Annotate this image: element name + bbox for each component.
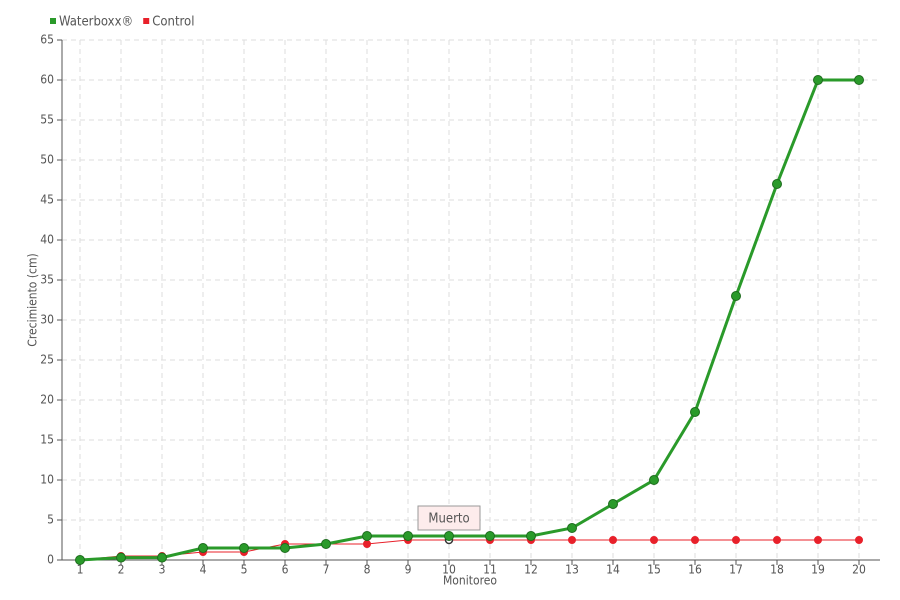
point	[363, 540, 371, 548]
legend-label: Waterboxx®	[59, 15, 133, 30]
point	[732, 536, 740, 544]
x-tick-label: 14	[606, 563, 620, 577]
point	[567, 523, 577, 533]
point	[691, 536, 699, 544]
x-tick-label: 10	[442, 563, 456, 577]
point	[526, 531, 536, 541]
x-tick-label: 19	[811, 563, 825, 577]
series-line	[79, 539, 859, 561]
x-tick-label: 18	[770, 563, 784, 577]
x-tick-label: 15	[647, 563, 661, 577]
series-line	[79, 78, 859, 562]
x-tick-label: 13	[565, 563, 579, 577]
y-tick-label: 20	[40, 393, 54, 407]
point	[813, 75, 823, 85]
point	[75, 555, 85, 565]
annotation-text: Muerto	[428, 512, 469, 527]
y-tick-label: 40	[40, 233, 54, 247]
annotation-box	[417, 505, 481, 531]
point	[280, 543, 290, 553]
y-tick-label: 60	[40, 73, 54, 87]
y-tick-label: 10	[40, 473, 54, 487]
point	[239, 543, 249, 553]
point	[854, 75, 864, 85]
x-axis-label: Monitoreo	[443, 574, 497, 588]
point	[649, 475, 659, 485]
y-tick-label: 30	[40, 313, 54, 327]
y-tick-label: 0	[47, 553, 54, 567]
x-tick-label: 9	[405, 563, 412, 577]
point	[403, 531, 413, 541]
x-tick-label: 7	[323, 563, 330, 577]
y-tick-label: 55	[40, 113, 54, 127]
point	[731, 291, 741, 301]
point	[444, 531, 454, 541]
x-tick-label: 2	[118, 563, 125, 577]
point	[773, 536, 781, 544]
point	[690, 407, 700, 417]
x-tick-label: 1	[77, 563, 84, 577]
point	[116, 552, 126, 563]
point	[485, 531, 495, 541]
legend-label: Control	[152, 15, 194, 30]
point	[157, 552, 167, 563]
y-tick-label: 35	[40, 273, 54, 287]
legend-swatch	[50, 18, 56, 24]
point	[568, 536, 576, 544]
y-tick-label: 65	[40, 33, 54, 47]
point	[609, 536, 617, 544]
y-tick-label: 5	[47, 513, 54, 527]
x-tick-label: 5	[241, 563, 248, 577]
point	[650, 536, 658, 544]
point	[362, 531, 372, 541]
point	[198, 543, 208, 553]
point	[855, 536, 863, 544]
x-tick-label: 4	[200, 563, 207, 577]
legend-swatch	[143, 18, 150, 24]
y-axis-label: Crecimiento (cm)	[26, 253, 40, 346]
x-tick-label: 11	[483, 563, 497, 577]
x-tick-label: 3	[159, 563, 166, 577]
point	[608, 499, 618, 509]
x-tick-label: 16	[688, 563, 702, 577]
x-tick-label: 17	[729, 563, 743, 577]
x-tick-label: 6	[282, 563, 289, 577]
x-tick-label: 8	[364, 563, 371, 577]
point	[772, 179, 782, 189]
x-tick-label: 12	[524, 563, 538, 577]
y-tick-label: 25	[40, 353, 54, 367]
x-tick-label: 20	[852, 563, 866, 577]
point	[814, 536, 822, 544]
y-tick-label: 50	[40, 153, 54, 167]
y-tick-label: 15	[40, 433, 54, 447]
point	[321, 539, 331, 549]
y-tick-label: 45	[40, 193, 54, 207]
